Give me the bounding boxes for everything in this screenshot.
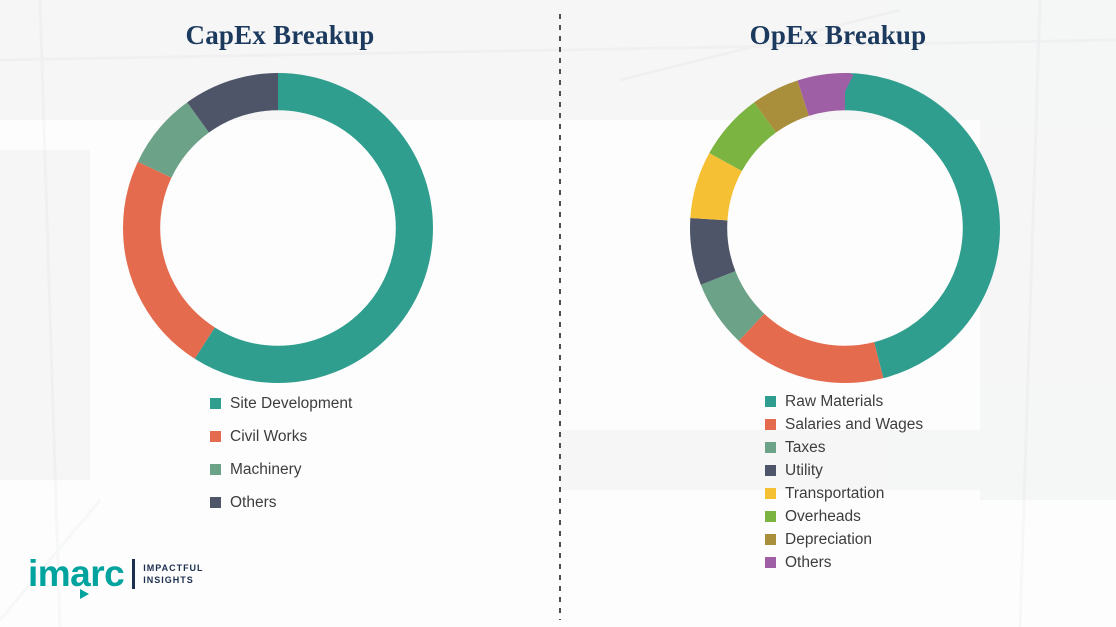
legend-label: Raw Materials — [785, 393, 884, 410]
capex-panel: CapEx Breakup Site Development Civil Work… — [123, 20, 433, 526]
legend-swatch — [765, 488, 776, 499]
legend-swatch — [765, 511, 776, 522]
legend-label: Transportation — [785, 485, 885, 502]
donut-segment-civil-works — [123, 73, 433, 383]
logo-divider-bar — [132, 559, 136, 589]
capex-legend: Site Development Civil Works Machinery Othe… — [210, 394, 352, 526]
opex-title: OpEx Breakup — [749, 20, 927, 50]
imarc-logo: imarc IMPACTFUL INSIGHTS — [28, 553, 204, 599]
legend-item: Utility — [765, 461, 923, 480]
legend-item: Salaries and Wages — [765, 415, 923, 434]
legend-item: Site Development — [210, 394, 352, 413]
legend-label: Civil Works — [230, 428, 308, 445]
legend-swatch — [765, 396, 776, 407]
donut-segment-salaries-and-wages — [690, 73, 1000, 383]
legend-item: Others — [210, 493, 352, 512]
legend-label: Site Development — [230, 395, 353, 412]
legend-swatch — [765, 442, 776, 453]
legend-item: Overheads — [765, 507, 923, 526]
imarc-logo-mark: imarc — [28, 553, 125, 599]
legend-label: Salaries and Wages — [785, 416, 924, 433]
donut-segment-others — [123, 73, 433, 383]
legend-item: Others — [765, 553, 923, 572]
legend-label: Others — [785, 554, 832, 571]
legend-swatch — [210, 398, 221, 409]
legend-label: Utility — [785, 462, 823, 479]
legend-item: Taxes — [765, 438, 923, 457]
legend-swatch — [765, 465, 776, 476]
legend-swatch — [210, 464, 221, 475]
imarc-tagline: IMPACTFUL INSIGHTS — [143, 562, 203, 586]
legend-label: Machinery — [230, 461, 302, 478]
legend-label: Overheads — [785, 508, 861, 525]
opex-legend: Raw Materials Salaries and Wages Taxes Util… — [765, 392, 923, 576]
tagline-line-1: IMPACTFUL — [143, 563, 204, 573]
legend-label: Taxes — [785, 439, 826, 456]
donut-segment-utility — [690, 73, 1000, 383]
opex-donut-chart — [690, 73, 1000, 383]
legend-item: Civil Works — [210, 427, 352, 446]
legend-item: Depreciation — [765, 530, 923, 549]
capex-title: CapEx Breakup — [185, 20, 375, 50]
legend-label: Depreciation — [785, 531, 873, 548]
opex-panel: OpEx Breakup Raw Materials Salaries and W… — [560, 0, 1116, 627]
legend-item: Raw Materials — [765, 392, 923, 411]
legend-swatch — [765, 419, 776, 430]
donut-segment-others — [690, 73, 1000, 383]
legend-swatch — [765, 534, 776, 545]
center-divider — [559, 14, 561, 620]
capex-donut-chart — [123, 73, 433, 383]
legend-swatch — [765, 557, 776, 568]
logo-accent-triangle-icon — [80, 589, 89, 599]
imarc-logo-text: imarc — [28, 553, 125, 594]
legend-item: Machinery — [210, 460, 352, 479]
legend-swatch — [210, 431, 221, 442]
tagline-line-2: INSIGHTS — [143, 575, 194, 585]
legend-item: Transportation — [765, 484, 923, 503]
legend-swatch — [210, 497, 221, 508]
legend-label: Others — [230, 494, 277, 511]
